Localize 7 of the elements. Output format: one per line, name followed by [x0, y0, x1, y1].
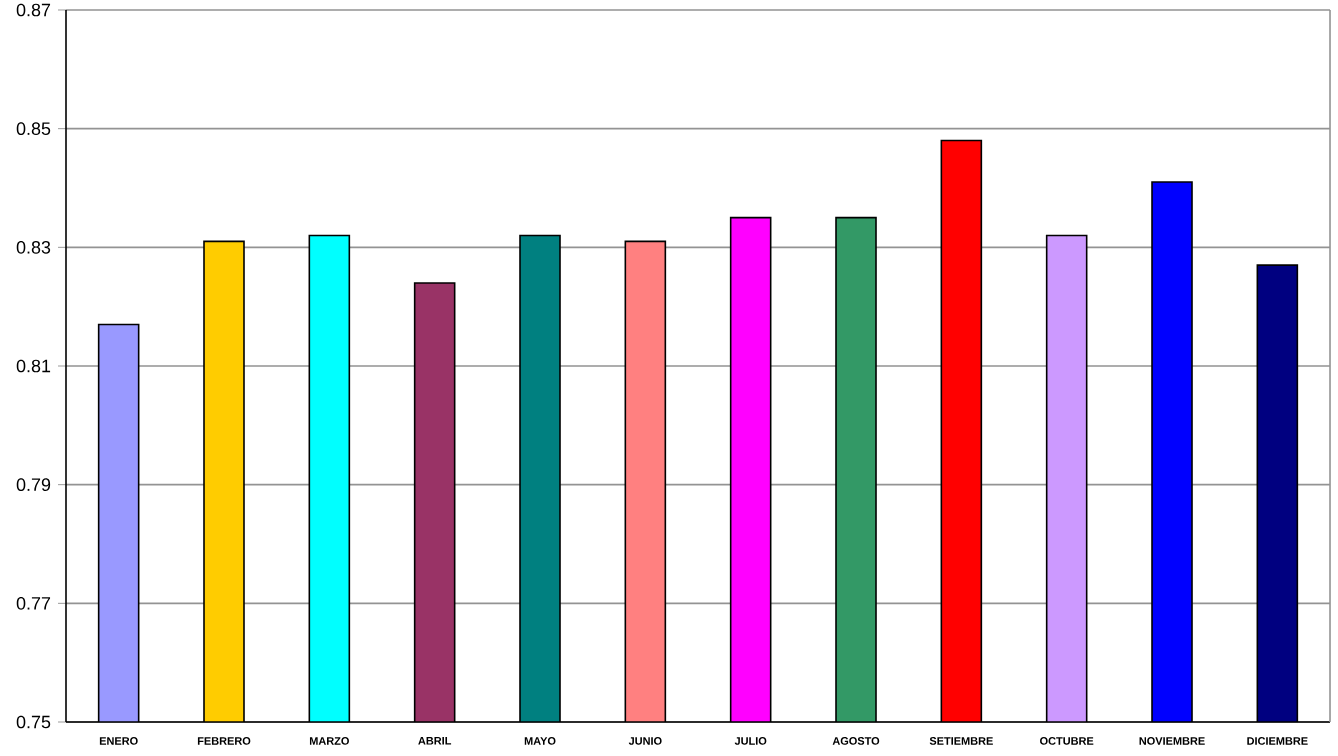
y-tick-label: 0.77 — [16, 596, 51, 610]
y-tick-label: 0.87 — [16, 3, 51, 17]
y-tick-label: 0.81 — [16, 359, 51, 373]
y-tick-label: 0.75 — [16, 715, 51, 729]
y-tick-label: 0.83 — [16, 240, 51, 254]
y-tick-label: 0.79 — [16, 478, 51, 492]
y-tick-label: 0.85 — [16, 122, 51, 136]
